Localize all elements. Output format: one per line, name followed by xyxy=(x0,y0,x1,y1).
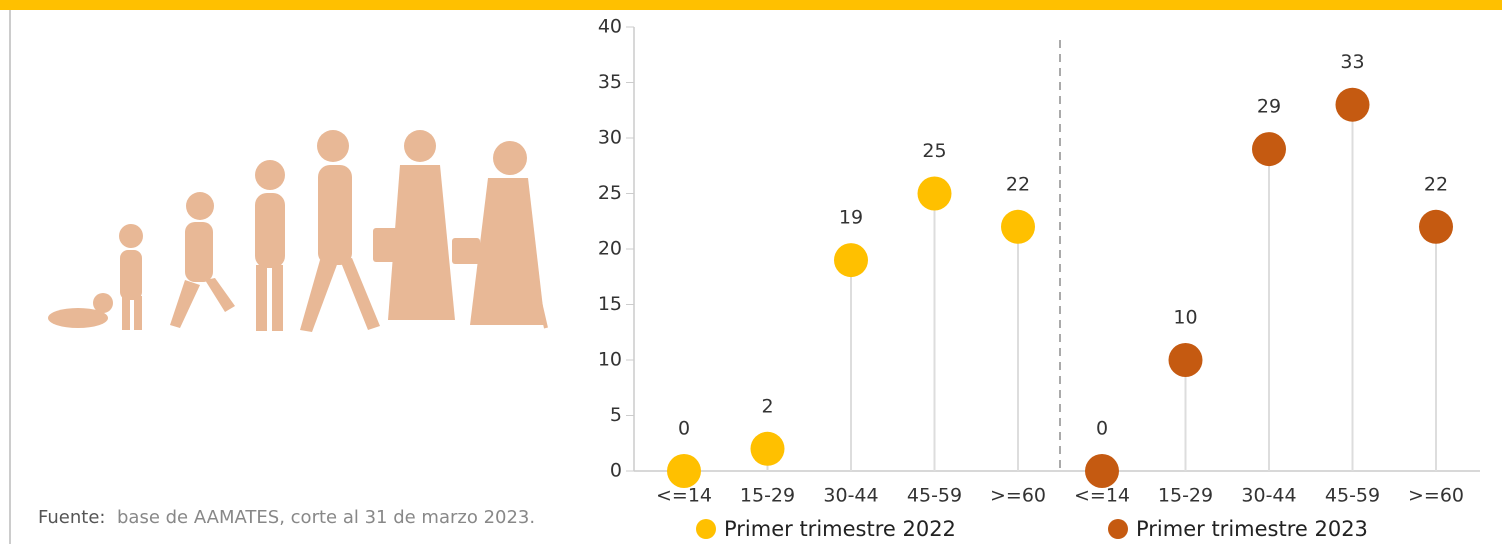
value-label: 25 xyxy=(922,140,946,162)
value-label: 29 xyxy=(1257,96,1281,118)
value-label: 22 xyxy=(1424,173,1448,195)
dot xyxy=(667,454,701,488)
y-tick-label: 30 xyxy=(598,127,622,149)
source-text: base de AAMATES, corte al 31 de marzo 20… xyxy=(117,507,535,528)
value-label: 0 xyxy=(678,418,690,440)
life-stage-figures xyxy=(48,130,546,332)
dot xyxy=(1419,210,1453,244)
legend-label: Primer trimestre 2022 xyxy=(724,517,956,541)
value-label: 2 xyxy=(761,395,773,417)
x-tick-label: 30-44 xyxy=(823,485,878,507)
dot xyxy=(1085,454,1119,488)
x-tick-label: >=60 xyxy=(1408,485,1464,507)
top-bar xyxy=(0,0,1502,10)
dot xyxy=(751,432,785,466)
value-label: 0 xyxy=(1096,418,1108,440)
dot xyxy=(1001,210,1035,244)
dot xyxy=(1252,132,1286,166)
x-tick-label: 30-44 xyxy=(1241,485,1296,507)
y-tick-label: 25 xyxy=(598,182,622,204)
value-label: 33 xyxy=(1340,51,1364,73)
x-tick-label: 45-59 xyxy=(1325,485,1380,507)
y-tick-label: 35 xyxy=(598,71,622,93)
y-tick-label: 10 xyxy=(598,349,622,371)
dot xyxy=(1169,343,1203,377)
y-tick-label: 0 xyxy=(610,460,622,482)
x-tick-label: 15-29 xyxy=(740,485,795,507)
value-label: 22 xyxy=(1006,173,1030,195)
value-label: 19 xyxy=(839,207,863,229)
y-tick-label: 5 xyxy=(610,404,622,426)
legend-label: Primer trimestre 2023 xyxy=(1136,517,1368,541)
dot xyxy=(834,243,868,277)
legend-marker xyxy=(696,519,716,539)
legend-marker xyxy=(1108,519,1128,539)
x-tick-label: 45-59 xyxy=(907,485,962,507)
dot xyxy=(918,177,952,211)
value-label: 10 xyxy=(1173,307,1197,329)
x-tick-label: >=60 xyxy=(990,485,1046,507)
y-tick-label: 15 xyxy=(598,293,622,315)
y-tick-label: 20 xyxy=(598,238,622,260)
dot xyxy=(1336,88,1370,122)
x-tick-label: 15-29 xyxy=(1158,485,1213,507)
chart: Fuente: base de AAMATES, corte al 31 de … xyxy=(0,0,1502,544)
source-label: Fuente: xyxy=(38,507,105,528)
y-tick-label: 40 xyxy=(598,16,622,38)
